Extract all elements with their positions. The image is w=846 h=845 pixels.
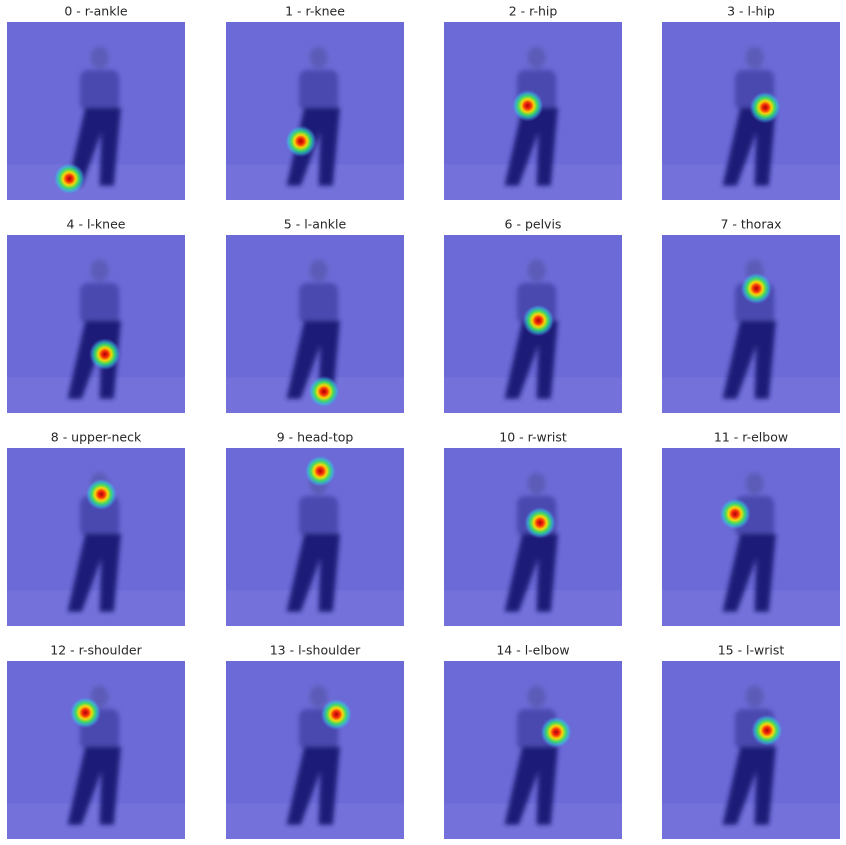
panel-title: 0 - r-ankle	[64, 4, 128, 19]
legs	[504, 533, 558, 612]
head	[745, 46, 764, 69]
floor	[7, 164, 185, 200]
heatmap-panel	[7, 235, 185, 413]
heatmap-spot	[740, 272, 773, 305]
panel-title: 12 - r-shoulder	[50, 643, 142, 658]
legs	[504, 746, 558, 825]
floor	[7, 377, 185, 413]
person-silhouette	[722, 472, 776, 612]
torso	[298, 70, 339, 111]
heatmap-panel	[226, 22, 404, 200]
head	[309, 46, 328, 69]
head	[90, 46, 109, 69]
floor	[226, 803, 404, 839]
heatmap-panel	[226, 235, 404, 413]
panel-title: 15 - l-wrist	[718, 643, 785, 658]
panel-title: 13 - l-shoulder	[270, 643, 361, 658]
floor	[7, 803, 185, 839]
heatmap-panel	[7, 22, 185, 200]
heatmap-spot	[307, 375, 340, 408]
legs	[504, 320, 558, 399]
heatmap-spot	[85, 478, 118, 511]
legs	[504, 107, 558, 186]
panel-title: 5 - l-ankle	[284, 217, 347, 232]
torso	[79, 70, 120, 111]
floor	[662, 803, 840, 839]
heatmap-panel	[226, 661, 404, 839]
torso	[79, 283, 120, 324]
legs	[722, 533, 776, 612]
heatmap-spot	[88, 338, 121, 371]
panel-title: 3 - l-hip	[727, 4, 775, 19]
heatmap-panel	[662, 448, 840, 626]
legs	[722, 746, 776, 825]
panel-title: 4 - l-knee	[67, 217, 126, 232]
torso	[298, 283, 339, 324]
legs	[286, 746, 340, 825]
panel-title: 2 - r-hip	[509, 4, 558, 19]
heatmap-spot	[524, 506, 557, 539]
floor	[444, 377, 622, 413]
person-silhouette	[67, 46, 121, 186]
heatmap-spot	[511, 89, 544, 122]
heatmap-panel	[7, 661, 185, 839]
heatmap-spot	[53, 162, 86, 195]
head	[90, 259, 109, 282]
legs	[67, 533, 121, 612]
panel-title: 11 - r-elbow	[714, 430, 788, 445]
panel-title: 1 - r-knee	[285, 4, 345, 19]
heatmap-spot	[751, 714, 784, 747]
heatmap-panel	[662, 661, 840, 839]
legs	[67, 107, 121, 186]
floor	[444, 164, 622, 200]
torso	[298, 496, 339, 537]
heatmap-panel	[662, 22, 840, 200]
heatmap-spot	[284, 125, 317, 158]
person-silhouette	[286, 685, 340, 825]
panel-title: 8 - upper-neck	[51, 430, 142, 445]
heatmap-panel	[444, 448, 622, 626]
legs	[722, 320, 776, 399]
floor	[226, 590, 404, 626]
heatmap-spot	[522, 304, 555, 337]
heatmap-panel	[444, 235, 622, 413]
panel-title: 6 - pelvis	[505, 217, 562, 232]
head	[527, 46, 546, 69]
head	[527, 685, 546, 708]
head	[309, 685, 328, 708]
floor	[662, 164, 840, 200]
heatmap-panel	[7, 448, 185, 626]
floor	[662, 590, 840, 626]
heatmap-panel	[444, 22, 622, 200]
panel-title: 9 - head-top	[277, 430, 354, 445]
floor	[662, 377, 840, 413]
panel-title: 10 - r-wrist	[499, 430, 567, 445]
heatmap-spot	[540, 716, 573, 749]
heatmap-spot	[749, 91, 782, 124]
heatmap-panel	[444, 661, 622, 839]
head	[527, 259, 546, 282]
floor	[226, 164, 404, 200]
head	[527, 472, 546, 495]
floor	[444, 590, 622, 626]
legs	[67, 746, 121, 825]
legs	[286, 533, 340, 612]
floor	[7, 590, 185, 626]
heatmap-spot	[718, 497, 751, 530]
head	[309, 259, 328, 282]
panel-title: 7 - thorax	[720, 217, 781, 232]
head	[745, 472, 764, 495]
panel-title: 14 - l-elbow	[496, 643, 569, 658]
heatmap-panel	[226, 448, 404, 626]
heatmap-spot	[69, 696, 102, 729]
heatmap-spot	[320, 698, 353, 731]
head	[745, 685, 764, 708]
heatmap-spot	[304, 455, 337, 488]
heatmap-panel	[662, 235, 840, 413]
floor	[444, 803, 622, 839]
